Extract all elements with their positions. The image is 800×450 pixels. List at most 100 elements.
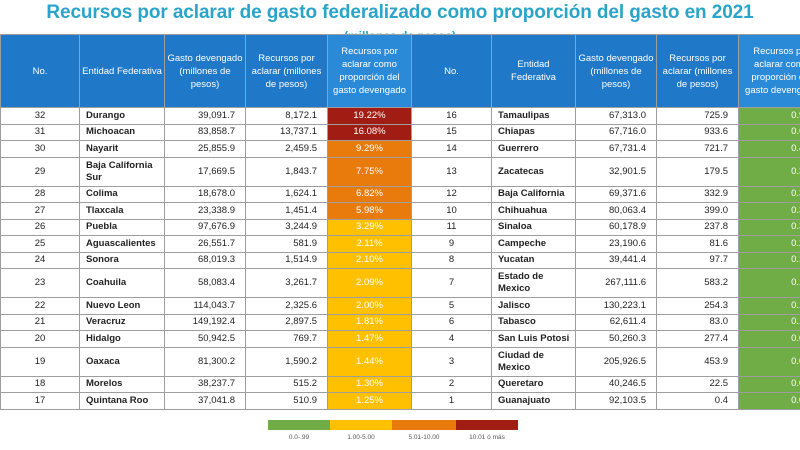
cell-proporcion-left: 2.10% (327, 251, 412, 269)
header-proporcion-right: Recursos por aclarar como proporción del… (738, 34, 800, 108)
cell-no-right: 1 (411, 392, 492, 410)
cell-entidad-right: Estado de Mexico (491, 268, 576, 298)
table-row: 23 Coahuila 58,083.4 3,261.7 2.09% 7 Estado de… (0, 268, 800, 298)
table-row: 27 Tlaxcala 23,338.9 1,451.4 5.98% 10 Chihuahu… (0, 202, 800, 220)
cell-proporcion-left: 1.47% (327, 330, 412, 348)
cell-entidad-left: Morelos (79, 375, 165, 393)
cell-proporcion-right: 0.00% (738, 392, 800, 410)
cell-proporcion-right: 0.92% (738, 107, 800, 125)
legend-label: 5.01-10.00 (408, 434, 440, 441)
cell-recursos-right: 254.3 (656, 297, 739, 315)
cell-gasto-right: 40,246.5 (575, 375, 657, 393)
cell-gasto-right: 67,313.0 (575, 107, 657, 125)
table-row: 18 Morelos 38,237.7 515.2 1.30% 2 Queretaro 40,… (0, 375, 800, 393)
page-subtitle: (millones de pesos) (0, 24, 800, 34)
cell-proporcion-right: 0.32% (738, 218, 800, 236)
cell-gasto-left: 81,300.2 (164, 346, 246, 377)
cell-proporcion-right: 0.33% (738, 185, 800, 203)
cell-recursos-right: 399.0 (656, 202, 739, 220)
table-body: 32 Durango 39,091.7 8,172.1 19.22% 16 Tamaulip… (0, 107, 800, 410)
cell-recursos-right: 933.6 (656, 123, 739, 141)
cell-gasto-left: 38,237.7 (164, 375, 246, 393)
cell-recursos-right: 81.6 (656, 235, 739, 253)
cell-proporcion-left: 5.98% (327, 202, 412, 220)
cell-no-left: 28 (0, 185, 80, 203)
cell-entidad-right: Ciudad de Mexico (491, 346, 576, 377)
table-row: 22 Nuevo Leon 114,043.7 2,325.6 2.00% 5 Jalisc… (0, 297, 800, 315)
cell-no-left: 27 (0, 202, 80, 220)
cell-entidad-left: Nayarit (79, 140, 165, 158)
cell-proporcion-left: 7.75% (327, 156, 412, 187)
cell-no-left: 20 (0, 330, 80, 348)
cell-entidad-left: Durango (79, 107, 165, 125)
cell-no-left: 23 (0, 268, 80, 298)
header-recursos-left: Recursos por aclarar (millones de pesos) (245, 34, 328, 108)
cell-no-left: 32 (0, 107, 80, 125)
legend-swatch (268, 420, 330, 430)
cell-no-right: 16 (411, 107, 492, 125)
cell-proporcion-left: 1.81% (327, 313, 412, 331)
cell-entidad-left: Veracruz (79, 313, 165, 331)
cell-recursos-right: 179.5 (656, 156, 739, 187)
cell-gasto-left: 83,858.7 (164, 123, 246, 141)
cell-no-right: 7 (411, 268, 492, 298)
cell-gasto-left: 37,041.8 (164, 392, 246, 410)
cell-proporcion-left: 3.29% (327, 218, 412, 236)
cell-no-right: 2 (411, 375, 492, 393)
cell-proporcion-right: 0.42% (738, 140, 800, 158)
cell-no-right: 13 (411, 156, 492, 187)
cell-gasto-right: 92,103.5 (575, 392, 657, 410)
cell-proporcion-left: 1.44% (327, 346, 412, 377)
table-row: 32 Durango 39,091.7 8,172.1 19.22% 16 Tamaulip… (0, 107, 800, 125)
cell-recursos-left: 2,897.5 (245, 313, 328, 331)
cell-no-left: 21 (0, 313, 80, 331)
cell-gasto-right: 67,716.0 (575, 123, 657, 141)
cell-proporcion-left: 1.30% (327, 375, 412, 393)
cell-no-right: 12 (411, 185, 492, 203)
table-row: 25 Aguascalientes 26,551.7 581.9 2.11% 9 Campe… (0, 235, 800, 253)
cell-proporcion-right: 0.10% (738, 313, 800, 331)
cell-entidad-right: Campeche (491, 235, 576, 253)
cell-no-left: 17 (0, 392, 80, 410)
cell-gasto-right: 130,223.1 (575, 297, 657, 315)
cell-recursos-right: 332.9 (656, 185, 739, 203)
cell-proporcion-right: 0.06% (738, 346, 800, 377)
cell-gasto-left: 18,678.0 (164, 185, 246, 203)
cell-entidad-right: Baja California (491, 185, 576, 203)
cell-gasto-right: 205,926.5 (575, 346, 657, 377)
cell-gasto-left: 50,942.5 (164, 330, 246, 348)
cell-gasto-right: 80,063.4 (575, 202, 657, 220)
cell-entidad-left: Tlaxcala (79, 202, 165, 220)
cell-no-right: 6 (411, 313, 492, 331)
cell-no-right: 4 (411, 330, 492, 348)
cell-recursos-left: 1,843.7 (245, 156, 328, 187)
cell-entidad-left: Quintana Roo (79, 392, 165, 410)
cell-entidad-left: Sonora (79, 251, 165, 269)
table-row: 17 Quintana Roo 37,041.8 510.9 1.25% 1 Guanaju… (0, 392, 800, 410)
cell-no-left: 31 (0, 123, 80, 141)
cell-entidad-left: Michoacan (79, 123, 165, 141)
cell-recursos-left: 3,244.9 (245, 218, 328, 236)
cell-gasto-right: 67,731.4 (575, 140, 657, 158)
table-row: 20 Hidalgo 50,942.5 769.7 1.47% 4 San Luis Pot… (0, 330, 800, 348)
table-row: 28 Colima 18,678.0 1,624.1 6.82% 12 Baja Calif… (0, 185, 800, 203)
cell-gasto-left: 26,551.7 (164, 235, 246, 253)
cell-proporcion-left: 19.22% (327, 107, 412, 125)
cell-recursos-left: 1,451.4 (245, 202, 328, 220)
header-no-left: No. (0, 34, 80, 108)
cell-proporcion-right: 0.06% (738, 375, 800, 393)
cell-no-right: 9 (411, 235, 492, 253)
cell-gasto-right: 69,371.6 (575, 185, 657, 203)
cell-entidad-right: Sinaloa (491, 218, 576, 236)
cell-entidad-right: Tamaulipas (491, 107, 576, 125)
data-table: No. Entidad Federativa Gasto devengado (… (0, 34, 800, 410)
cell-entidad-left: Nuevo Leon (79, 297, 165, 315)
cell-recursos-right: 97.7 (656, 251, 739, 269)
legend-label: 0.0-.99 (288, 434, 310, 441)
cell-no-left: 29 (0, 156, 80, 187)
cell-gasto-left: 97,676.9 (164, 218, 246, 236)
legend-item: 1.00-5.00 (330, 420, 392, 444)
cell-entidad-left: Aguascalientes (79, 235, 165, 253)
cell-no-left: 24 (0, 251, 80, 269)
cell-proporcion-right: 0.68% (738, 123, 800, 141)
